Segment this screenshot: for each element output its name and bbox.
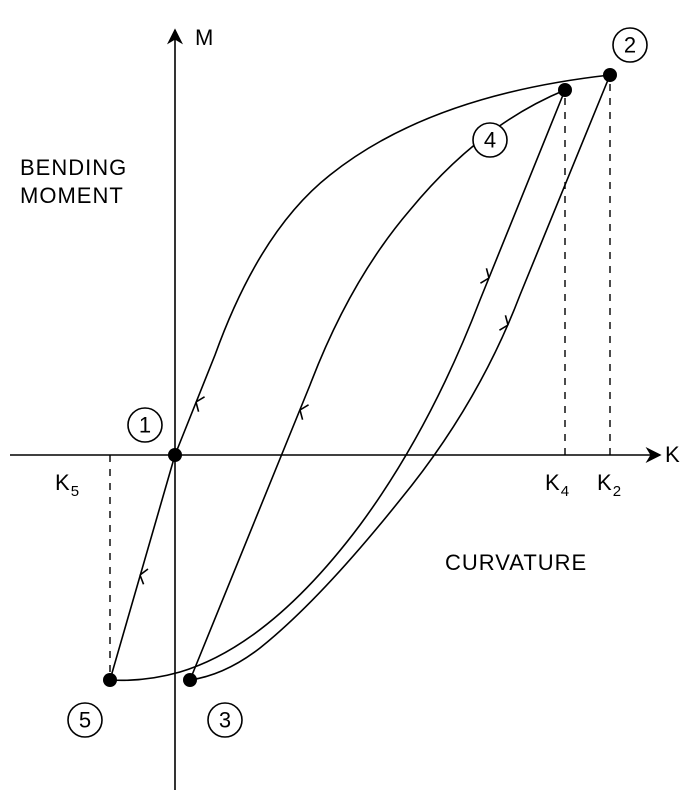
tick-k2: K2 <box>597 470 622 500</box>
svg-text:5: 5 <box>79 708 91 733</box>
marker-3: 3 <box>208 703 242 737</box>
x-axis-label: K <box>665 442 681 467</box>
y-axis-label: M <box>195 25 214 50</box>
svg-text:2: 2 <box>624 33 636 58</box>
curve-3-4 <box>190 90 565 680</box>
marker-2: 2 <box>613 28 647 62</box>
data-point-1 <box>168 448 182 462</box>
curve-2-3 <box>190 75 610 680</box>
curve-1-2 <box>175 75 610 455</box>
hysteresis-diagram: M K BENDING MOMENT CURVATURE K5 K4 K2 <box>0 0 687 800</box>
curvature-label: CURVATURE <box>445 550 587 575</box>
tick-k5: K5 <box>55 470 80 500</box>
svg-text:4: 4 <box>484 128 496 153</box>
data-point-3 <box>183 673 197 687</box>
marker-5: 5 <box>68 703 102 737</box>
curve-5-1 <box>110 455 175 680</box>
bending-moment-label: BENDING MOMENT <box>20 155 134 208</box>
svg-text:3: 3 <box>219 708 231 733</box>
data-point-2 <box>603 68 617 82</box>
svg-text:1: 1 <box>139 413 151 438</box>
tick-k4: K4 <box>545 470 570 500</box>
data-point-5 <box>103 673 117 687</box>
data-point-4 <box>558 83 572 97</box>
curve-4-5 <box>110 90 565 680</box>
marker-1: 1 <box>128 408 162 442</box>
marker-4: 4 <box>473 123 507 157</box>
